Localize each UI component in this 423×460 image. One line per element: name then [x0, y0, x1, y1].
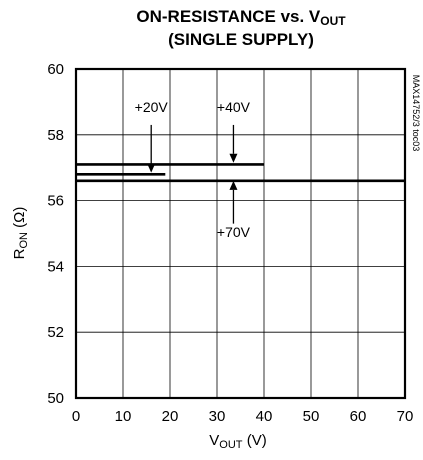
y-tick-label: 58 [47, 127, 64, 144]
x-tick-label: 10 [115, 408, 132, 425]
x-tick-label: 0 [72, 408, 80, 425]
x-tick-label: 30 [209, 408, 226, 425]
y-axis-label: RON (Ω) [11, 207, 30, 260]
annotations-group: +20V +40V +70V [135, 99, 251, 240]
grid [76, 69, 405, 398]
chart-title-main: ON-RESISTANCE vs. V [136, 7, 321, 26]
annotation-label: +20V [135, 99, 169, 115]
x-tick-label: 70 [397, 408, 414, 425]
chart-title-line2: (SINGLE SUPPLY) [168, 30, 314, 49]
plot-frame [74, 67, 407, 400]
annotation-arrow-head [229, 180, 238, 190]
chart-title-sub: OUT [320, 14, 346, 28]
x-tick-label: 50 [303, 408, 320, 425]
series-group [76, 163, 405, 183]
y-tick-label: 50 [47, 390, 64, 407]
x-axis-label: VOUT (V) [209, 432, 266, 451]
x-tick-label: 40 [256, 408, 273, 425]
annotation-arrow-head [147, 163, 156, 173]
x-tick-labels: 0 10 20 30 40 50 60 70 [72, 408, 414, 425]
y-tick-label: 56 [47, 193, 64, 210]
y-tick-label: 60 [47, 61, 64, 78]
y-tick-label: 52 [47, 324, 64, 341]
y-tick-label: 54 [47, 258, 64, 275]
x-tick-label: 60 [350, 408, 367, 425]
part-code: MAX14752/3 toc03 [411, 75, 421, 152]
annotation-label: +40V [217, 99, 251, 115]
chart-title-line1: ON-RESISTANCE vs. VOUT [136, 7, 346, 28]
annotation-arrow-head [229, 153, 238, 163]
annotation-label: +70V [217, 224, 251, 240]
x-tick-label: 20 [162, 408, 179, 425]
y-tick-labels: 50 52 54 56 58 60 [47, 61, 64, 407]
